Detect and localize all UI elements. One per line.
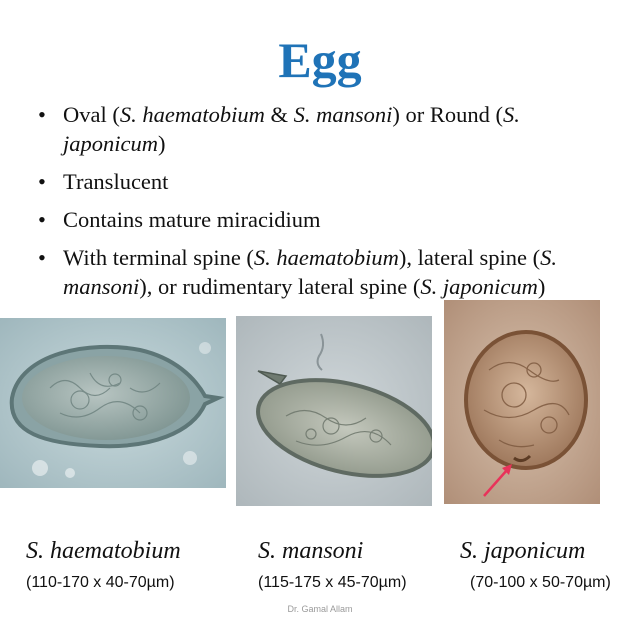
bullet-text-segment: Oval ( — [63, 102, 120, 127]
mansoni-egg-image — [236, 316, 432, 506]
bullet-text-segment: ), lateral spine ( — [398, 245, 541, 270]
bullet-text-segment: Translucent — [63, 169, 169, 194]
bullet-text-segment: ) — [158, 131, 166, 156]
bullet-dot: • — [38, 245, 46, 270]
bullet-text-segment: ) — [537, 274, 546, 299]
bullet-item-spine: • With terminal spine (S. haematobium), … — [38, 243, 618, 301]
caption-haematobium-name: S. haematobium — [26, 538, 181, 564]
bullet-text-segment: ) or Round ( — [392, 102, 504, 127]
caption-japonicum-name: S. japonicum — [460, 538, 586, 564]
slide-title: Egg — [278, 32, 362, 88]
species-name: S. mansoni — [63, 245, 557, 299]
species-name: S. japonicum — [420, 274, 538, 299]
species-name: S. japonicum — [63, 102, 520, 156]
bullet-dot: • — [38, 207, 46, 232]
caption-japonicum-size: (70-100 x 50-70µm) — [470, 574, 611, 591]
bullet-text: Oval (S. haematobium & S. mansoni) or Ro… — [63, 102, 520, 156]
bullet-text-segment: With terminal spine ( — [63, 245, 254, 270]
bullet-text-segment: ), or rudimentary lateral spine ( — [139, 274, 421, 299]
bullet-text: With terminal spine (S. haematobium), la… — [63, 245, 557, 299]
bullet-item-translucent: • Translucent — [38, 167, 618, 196]
bullet-item-miracidium: • Contains mature miracidium — [38, 205, 618, 234]
caption-mansoni-size: (115-175 x 45-70µm) — [258, 574, 407, 591]
bullet-text: Contains mature miracidium — [63, 207, 320, 232]
bullet-list: • Oval (S. haematobium & S. mansoni) or … — [38, 100, 618, 310]
haematobium-egg-image — [0, 318, 226, 488]
bullet-dot: • — [38, 169, 46, 194]
bullet-text-segment: Contains mature miracidium — [63, 207, 321, 232]
caption-mansoni-name: S. mansoni — [258, 538, 364, 564]
species-name: S. haematobium — [119, 102, 265, 127]
japonicum-egg-image — [444, 300, 600, 504]
caption-haematobium-size: (110-170 x 40-70µm) — [26, 574, 175, 591]
author-credit: Dr. Gamal Allam — [287, 604, 353, 614]
species-name: S. haematobium — [253, 245, 399, 270]
species-name: S. mansoni — [293, 102, 393, 127]
bullet-dot: • — [38, 102, 46, 127]
bullet-item-shape: • Oval (S. haematobium & S. mansoni) or … — [38, 100, 618, 158]
bullet-text: Translucent — [63, 169, 168, 194]
bullet-text-segment: & — [264, 102, 294, 127]
